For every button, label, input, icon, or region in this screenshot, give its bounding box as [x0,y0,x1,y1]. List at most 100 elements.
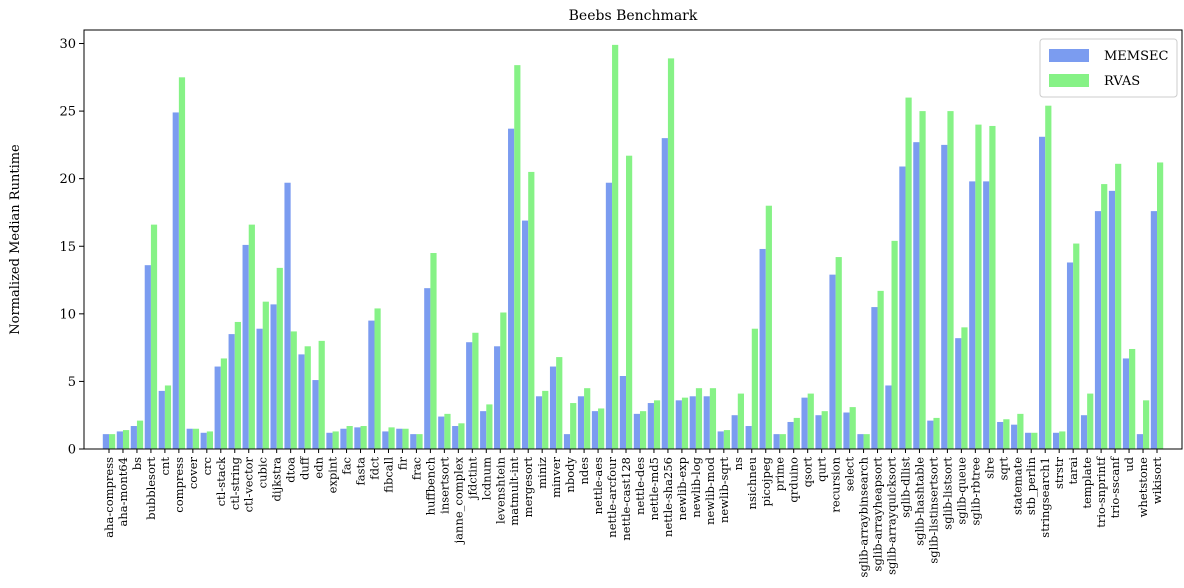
bar-memsec-duff [298,354,305,449]
bar-rvas-duff [304,346,311,449]
bar-memsec-aha-mont64 [116,431,123,449]
bar-rvas-whetstone [1143,400,1150,449]
bar-rvas-recursion [835,257,842,449]
x-tick-label: bs [130,457,144,470]
bar-memsec-edn [312,380,319,449]
x-tick-label: newlib-sqrt [717,457,731,523]
x-tick-label: crc [200,457,214,475]
x-tick-label: statemate [1010,457,1024,515]
x-tick-label: ud [1122,456,1136,471]
bar-rvas-dtoa [290,331,297,449]
bar-memsec-dtoa [284,182,291,450]
bar-memsec-qurt [815,415,822,449]
bar-memsec-nettle-aes [591,411,599,449]
bar-rvas-nettle-md5 [653,400,661,449]
bar-rvas-sglib-listsort [947,111,954,449]
x-tick-label: dtoa [284,457,298,483]
chart-title: Beebs Benchmark [569,8,698,24]
x-tick-label: whetstone [1136,457,1150,518]
x-tick-label: ctl-string [228,456,242,510]
bar-rvas-sglib-hashtable [919,111,926,449]
x-tick-label: duff [298,456,312,480]
bar-rvas-newlib-log [695,388,703,449]
bar-memsec-sqrt [997,421,1004,449]
x-tick-label: minver [549,457,563,498]
bar-memsec-nsichneu [745,426,752,449]
bar-rvas-minver [556,357,563,449]
x-tick-label: sglib-arrayquicksort [885,457,899,575]
x-tick-label: tarai [1066,457,1080,485]
y-tick-label: 5 [68,375,76,390]
bar-rvas-sglib-arrayquicksort [891,240,898,449]
bar-memsec-aha-compress [102,434,109,449]
bar-memsec-frac [410,434,417,449]
x-tick-label: sqrt [996,457,1010,481]
bar-memsec-compress [172,112,179,449]
x-tick-label: jfdctint [465,457,479,501]
y-axis-label: Normalized Median Runtime [8,144,23,335]
bar-memsec-sglib-arrayheapsort [871,307,878,449]
plot-frame [83,29,1183,450]
x-tick-label: fdct [367,457,381,480]
bar-rvas-trio-sscanf [1115,163,1122,449]
bar-rvas-crc [206,431,214,449]
x-tick-label: stb_perlin [1024,456,1038,515]
bar-rvas-cubic [262,301,269,449]
plot-area: 0 5 10 15 20 25 30 aha-compress aha-mont64 bs bubb… [59,29,1183,577]
x-tick-label: fir [395,457,409,471]
y-tick-label: 15 [59,240,76,255]
y-tick-label: 25 [59,105,76,120]
x-tick-label: sglib-arrayheapsort [871,457,885,572]
bar-memsec-dijkstra [270,304,277,449]
bar-memsec-slre [983,181,990,449]
x-tick-label: sglib-hashtable [912,457,926,546]
bar-rvas-stb_perlin [1031,432,1038,449]
x-tick-label: sglib-listinsertsort [926,457,940,564]
x-tick-label: sglib-dllist [898,457,912,518]
bar-rvas-cnt [164,385,172,449]
bar-memsec-fac [340,428,347,449]
bar-rvas-fac [346,426,353,449]
bar-rvas-bubblesort [150,224,158,449]
bar-memsec-prime [773,434,780,449]
bar-memsec-expint [326,432,333,449]
bar-rvas-nettle-aes [598,408,605,449]
x-tick-label: compress [172,457,186,513]
y-tick-label: 10 [59,307,76,322]
bar-memsec-sglib-arraybinsearch [857,434,864,449]
legend: MEMSEC RVAS [1039,38,1178,98]
x-tick-label: ctl-stack [214,456,228,506]
bar-memsec-sglib-arrayquicksort [885,385,892,449]
bar-rvas-template [1087,393,1094,449]
bar-memsec-mergesort [522,220,529,449]
bar-rvas-prime [779,434,786,449]
x-tick-label: nettle-aes [591,457,605,514]
bar-rvas-sglib-queue [961,327,968,449]
x-tick-label: dijkstra [270,457,284,502]
bar-memsec-ctl-vector [242,244,249,449]
legend-swatch-memsec [1049,49,1089,62]
bar-memsec-bubblesort [144,265,151,449]
bar-memsec-tarai [1066,262,1074,449]
bar-memsec-fibcall [382,431,389,449]
bar-memsec-nettle-sha256 [661,138,668,449]
x-tick-label: nettle-cast128 [619,457,633,541]
x-tick-label: miniz [535,457,549,489]
x-tick-label: trio-sscanf [1108,456,1122,518]
bar-rvas-dijkstra [276,267,283,449]
bar-memsec-minver [549,366,557,449]
x-tick-label: cnt [158,457,172,476]
bar-memsec-newlib-exp [675,400,682,449]
x-tick-label: fasta [354,457,368,486]
bar-rvas-compress [178,77,186,449]
bar-memsec-ctl-string [228,334,235,449]
bar-memsec-sglib-hashtable [913,142,920,449]
bar-rvas-huffbench [430,253,437,449]
bar-memsec-huffbench [424,288,431,449]
bar-rvas-aha-mont64 [122,430,130,449]
bar-rvas-trio-snprintf [1101,184,1108,449]
x-tick-label: qurt [815,457,829,482]
bar-rvas-statemate [1017,413,1024,449]
x-tick-label: cover [186,457,200,490]
x-tick-label: mergesort [521,457,535,518]
